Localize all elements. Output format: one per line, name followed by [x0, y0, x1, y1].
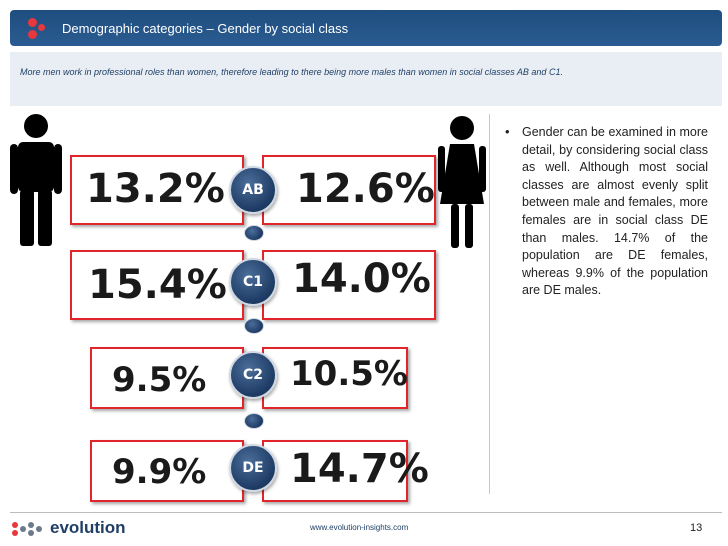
footer-divider	[10, 512, 722, 513]
female-figure-icon	[436, 114, 488, 250]
class-circle-ab: AB	[229, 166, 277, 214]
male-value-de: 9.9%	[112, 452, 207, 492]
connector-c2-de	[244, 413, 264, 429]
female-box-ab	[262, 155, 436, 225]
footer-logo: evolution	[12, 518, 132, 540]
male-value-ab: 13.2%	[86, 166, 225, 212]
female-value-c2: 10.5%	[290, 354, 408, 394]
female-value-ab: 12.6%	[296, 166, 435, 212]
header-bar: Demographic categories – Gender by socia…	[10, 10, 722, 46]
male-figure-icon	[8, 112, 64, 248]
page-title: Demographic categories – Gender by socia…	[62, 21, 349, 36]
female-value-de: 14.7%	[290, 446, 429, 492]
bullet-text: Gender can be examined in more detail, b…	[522, 125, 708, 298]
male-box-de	[90, 440, 244, 502]
subtitle-text: More men work in professional roles than…	[20, 67, 563, 77]
male-value-c2: 9.5%	[112, 360, 207, 400]
header-logo-icon	[24, 16, 54, 42]
female-box-de	[262, 440, 408, 502]
male-box-c2	[90, 347, 244, 409]
male-value-c1: 15.4%	[88, 262, 227, 308]
connector-ab-c1	[244, 225, 264, 241]
footer-url[interactable]: www.evolution-insights.com	[310, 523, 409, 532]
logo-dots-icon	[12, 522, 50, 536]
male-box-c1	[70, 250, 244, 320]
logo-wordmark: evolution	[50, 518, 126, 537]
class-circle-c1: C1	[229, 258, 277, 306]
female-box-c2	[262, 347, 408, 409]
male-box-ab	[70, 155, 244, 225]
column-divider	[489, 114, 490, 494]
bullet-icon: •	[505, 124, 510, 139]
class-circle-de: DE	[229, 444, 277, 492]
connector-c1-c2	[244, 318, 264, 334]
page-number: 13	[690, 522, 703, 534]
female-value-c1: 14.0%	[292, 256, 431, 302]
class-circle-c2: C2	[229, 351, 277, 399]
female-box-c1	[262, 250, 436, 320]
subtitle-band	[10, 52, 722, 106]
